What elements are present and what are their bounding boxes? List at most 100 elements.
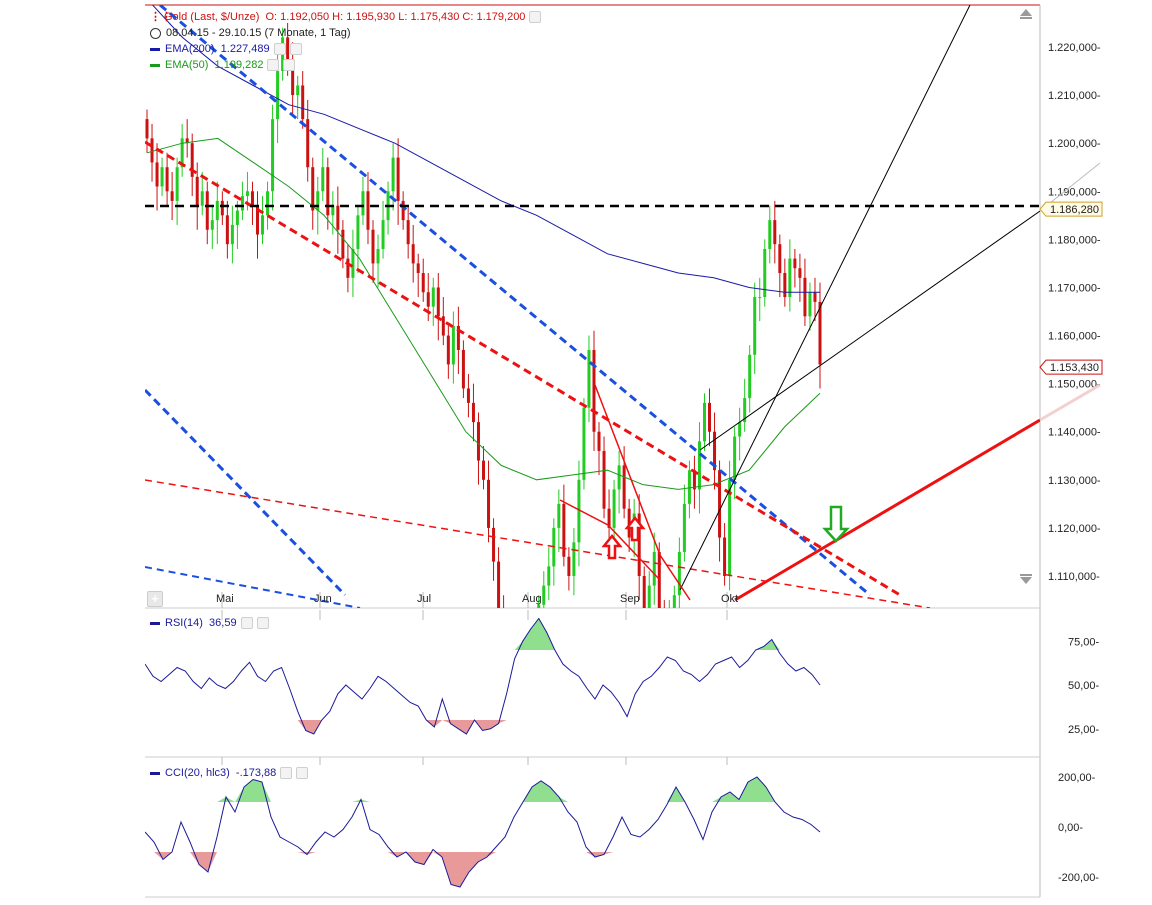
close-icon[interactable] xyxy=(289,43,302,56)
rsi-legend: RSI(14) 36,59 xyxy=(150,616,269,630)
settings-icon[interactable] xyxy=(280,767,293,780)
settings-icon[interactable] xyxy=(529,11,542,24)
rsi-tick-label: 50,00- xyxy=(1068,680,1100,692)
settings-icon[interactable] xyxy=(267,59,280,72)
y-tick-label: 1.210,000- xyxy=(1048,90,1101,102)
rsi-tick-label: 75,00- xyxy=(1068,636,1100,648)
candle-body xyxy=(195,176,199,206)
candle-body xyxy=(306,119,310,168)
price-tag-label: 1.153,430 xyxy=(1050,362,1099,374)
candle-body xyxy=(652,551,656,586)
candle-body xyxy=(356,215,360,249)
candle-body xyxy=(250,191,254,206)
candle-body xyxy=(668,619,671,643)
candle-body xyxy=(381,220,385,249)
ema50-label: EMA(50) xyxy=(165,59,209,71)
cci-label: CCI(20, hlc3) xyxy=(165,767,230,779)
candle-body xyxy=(657,551,661,608)
red-support-extension xyxy=(1039,383,1101,422)
candle-body xyxy=(150,138,154,163)
candle-body xyxy=(411,244,415,264)
candle-body xyxy=(406,220,410,245)
candle-body xyxy=(718,470,722,538)
candle-body xyxy=(663,614,666,643)
ema200-value: 1.227,489 xyxy=(220,43,270,55)
close-icon[interactable] xyxy=(296,767,309,780)
candle-body xyxy=(261,215,265,235)
red-support-line xyxy=(734,418,1040,602)
candle-body xyxy=(587,349,591,408)
candle-body xyxy=(396,157,400,201)
x-tick-label: Okt xyxy=(721,593,738,605)
instrument-title: Gold (Last, $/Unze) xyxy=(164,11,260,23)
candle-body xyxy=(255,205,259,235)
candle-body xyxy=(316,191,320,211)
clock-icon xyxy=(150,27,161,39)
candle-body xyxy=(235,210,239,225)
candle-body xyxy=(296,85,300,96)
scroll-down-icon[interactable] xyxy=(1019,574,1033,586)
candle-body xyxy=(170,191,174,201)
candle-body xyxy=(210,220,214,230)
candle-body xyxy=(763,248,767,298)
candle-body xyxy=(572,542,576,576)
y-tick-label: 1.220,000- xyxy=(1048,42,1101,54)
candle-body xyxy=(220,200,224,216)
close-icon[interactable] xyxy=(256,617,269,630)
candle-body xyxy=(436,287,440,317)
candle-body xyxy=(577,479,581,543)
ohlc-readout: O: 1.192,050 H: 1.195,930 L: 1.175,430 C… xyxy=(265,11,526,23)
candle-body xyxy=(738,422,742,437)
red-channel-upper xyxy=(559,499,661,581)
candle-body xyxy=(200,191,204,206)
close-icon[interactable] xyxy=(283,59,296,72)
rsi-label: RSI(14) xyxy=(165,617,203,629)
ema50-value: 1.199,282 xyxy=(214,59,264,71)
candle-body xyxy=(240,196,244,211)
candle-body xyxy=(798,268,802,278)
candle-body xyxy=(582,407,586,480)
rsi-value: 36,59 xyxy=(209,617,237,629)
scroll-up-icon[interactable] xyxy=(1019,9,1033,21)
instrument-legend: ⋮⋮Gold (Last, $/Unze) O: 1.192,050 H: 1.… xyxy=(150,10,542,24)
candle-body xyxy=(225,215,229,245)
x-tick-label: Mai xyxy=(216,593,234,605)
y-tick-label: 1.140,000- xyxy=(1048,427,1101,439)
x-tick-label: Sep xyxy=(620,593,640,605)
candle-body xyxy=(627,508,631,538)
x-tick-label: Aug xyxy=(522,593,542,605)
y-tick-label: 1.120,000- xyxy=(1048,523,1101,535)
candle-body xyxy=(461,349,465,389)
candle-body xyxy=(557,503,561,528)
ema50-legend: EMA(50) 1.199,282 xyxy=(150,58,296,72)
candle-body xyxy=(416,263,420,274)
expand-icon[interactable]: + xyxy=(147,591,163,607)
candle-body xyxy=(813,292,817,302)
cci-tick-label: -200,00- xyxy=(1058,872,1099,884)
candle-body xyxy=(692,470,696,490)
red-trendline-lower xyxy=(145,479,931,608)
candle-body xyxy=(702,402,706,442)
ema200-swatch xyxy=(150,47,160,51)
candle-body xyxy=(547,566,551,586)
candle-body xyxy=(341,229,345,259)
settings-icon[interactable] xyxy=(273,43,286,56)
cci-overbought-fill xyxy=(145,777,820,802)
settings-icon[interactable] xyxy=(240,617,253,630)
ema200-legend: EMA(200) 1.227,489 xyxy=(150,42,302,56)
candle-body xyxy=(642,576,646,608)
cci-tick-label: 0,00- xyxy=(1058,822,1083,834)
red-trendline-upper xyxy=(145,140,901,597)
candle-body xyxy=(180,138,184,168)
candle-body xyxy=(783,273,787,298)
candle-body xyxy=(175,167,179,201)
candle-body xyxy=(190,143,194,177)
candle-body xyxy=(708,402,712,432)
candle-body xyxy=(286,37,290,62)
candle-body xyxy=(346,258,350,278)
candle-body xyxy=(758,297,762,299)
candle-body xyxy=(512,634,515,648)
candles-icon: ⋮⋮ xyxy=(150,11,172,24)
candle-body xyxy=(155,162,159,187)
candle-body xyxy=(818,301,822,365)
